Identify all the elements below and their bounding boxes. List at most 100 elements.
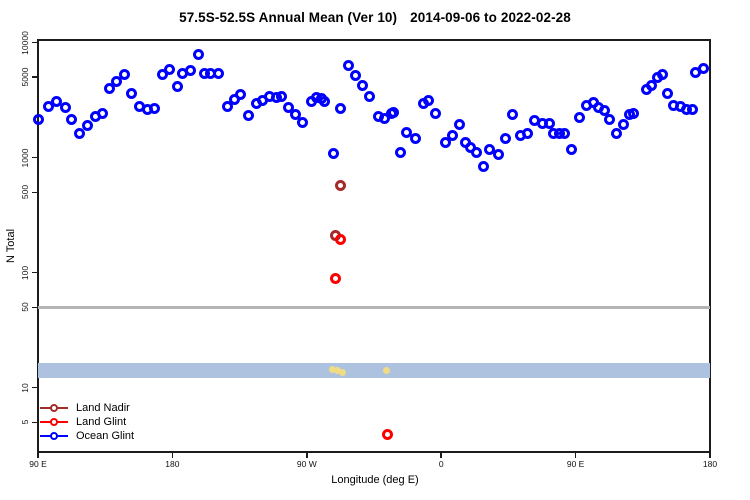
x-tick: [306, 452, 308, 458]
ocean-glint-marker: [81, 120, 93, 132]
ocean-glint-marker-icon: [40, 429, 68, 443]
reference-line-50: [38, 305, 710, 309]
y-tick-label: 5: [20, 419, 30, 425]
ocean-glint-marker: [51, 96, 63, 108]
chart-title-region: 57.5S-52.5S Annual Mean (Ver 10): [179, 10, 398, 25]
x-tick: [440, 452, 442, 458]
legend-label-land-nadir: Land Nadir: [76, 402, 130, 414]
ocean-glint-marker: [342, 60, 354, 72]
ocean-glint-marker: [401, 126, 413, 138]
y-tick-label: 1000: [20, 148, 30, 168]
ocean-glint-marker: [492, 148, 504, 160]
x-tick-label: 90 W: [296, 459, 317, 469]
ocean-glint-marker: [543, 118, 555, 130]
ocean-glint-marker: [453, 119, 465, 131]
y-tick-label: 10: [20, 382, 30, 393]
chart-title-dates: 2014-09-06 to 2022-02-28: [410, 10, 571, 25]
legend: Land Nadir Land Glint Ocean Glint: [40, 401, 134, 443]
y-tick: [32, 421, 38, 424]
ocean-glint-marker: [319, 96, 331, 108]
ocean-glint-marker: [471, 147, 483, 159]
ocean-glint-marker: [574, 111, 586, 123]
ocean-glint-marker: [440, 136, 452, 148]
x-tick-label: 0: [438, 459, 444, 469]
land-nadir-circle-icon: [49, 403, 58, 412]
expected-yellow-marker: [329, 365, 337, 373]
ocean-glint-marker: [500, 133, 512, 145]
expected-yellow-marker: [383, 367, 391, 375]
ocean-glint-marker: [242, 110, 254, 122]
ocean-glint-marker: [521, 128, 533, 140]
ocean-glint-marker: [657, 69, 669, 81]
ocean-glint-marker: [228, 94, 240, 106]
x-tick: [171, 452, 174, 458]
ocean-glint-marker: [478, 161, 490, 173]
ocean-glint-marker: [364, 91, 376, 103]
ocean-glint-marker: [297, 116, 309, 128]
ocean-glint-marker: [430, 108, 442, 120]
ocean-glint-marker: [221, 101, 233, 113]
ocean-glint-marker: [618, 119, 630, 131]
y-tick-label: 10000: [20, 30, 30, 55]
ocean-glint-marker: [276, 91, 288, 103]
ocean-glint-marker: [687, 103, 699, 115]
y-tick: [32, 271, 38, 274]
ocean-glint-marker: [111, 76, 123, 88]
ocean-glint-marker: [42, 101, 54, 113]
ocean-glint-marker: [507, 109, 519, 121]
y-tick-label: 100: [20, 265, 30, 280]
ocean-glint-marker: [163, 64, 175, 76]
ocean-glint-marker: [282, 102, 294, 114]
legend-label-land-glint: Land Glint: [76, 416, 127, 428]
ocean-glint-marker: [566, 144, 578, 156]
ocean-glint-marker: [59, 102, 71, 114]
x-tick: [37, 452, 39, 458]
y-tick: [32, 386, 38, 389]
ocean-glint-marker: [387, 106, 399, 118]
ocean-glint-marker: [157, 69, 169, 81]
land-nadir-marker-icon: [40, 401, 68, 415]
land-glint-marker-icon: [40, 415, 68, 429]
ocean-glint-marker: [212, 68, 224, 80]
ocean-glint-marker: [558, 128, 570, 140]
x-tick-label: 90 E: [566, 459, 585, 469]
legend-item-land-nadir: Land Nadir: [40, 401, 134, 415]
plot-area: [32, 39, 711, 453]
x-axis-title: Longitude (deg E): [331, 474, 419, 486]
x-tick: [709, 452, 711, 458]
ocean-glint-marker: [97, 107, 109, 119]
land-glint-circle-icon: [49, 417, 58, 426]
ocean-glint-marker: [378, 113, 390, 125]
expected-yellow-marker: [334, 367, 342, 375]
ocean-glint-marker: [447, 130, 459, 142]
ocean-glint-marker: [235, 89, 247, 101]
ocean-glint-marker: [148, 102, 160, 114]
reference-band: [38, 363, 710, 379]
y-tick-label: 5000: [20, 67, 30, 87]
y-tick-label: 500: [20, 185, 30, 200]
x-tick-label: 180: [165, 459, 180, 469]
land-glint-marker: [335, 233, 347, 245]
ocean-glint-marker: [172, 81, 184, 93]
ocean-glint-marker: [410, 133, 422, 145]
ocean-glint-marker: [192, 49, 204, 61]
y-tick: [32, 156, 38, 159]
y-tick-label: 50: [20, 302, 30, 313]
ocean-glint-marker: [628, 108, 640, 120]
ocean-glint-marker: [661, 88, 673, 100]
ocean-glint-marker: [698, 63, 710, 75]
ocean-glint-marker: [335, 102, 347, 114]
ocean-glint-marker: [327, 147, 339, 159]
y-tick: [32, 76, 38, 79]
legend-item-land-glint: Land Glint: [40, 415, 134, 429]
land-glint-marker: [381, 429, 393, 441]
legend-item-ocean-glint: Ocean Glint: [40, 429, 134, 443]
chart-title: 57.5S-52.5S Annual Mean (Ver 10) 2014-09-…: [0, 10, 750, 25]
x-tick-label: 90 E: [29, 459, 47, 469]
expected-yellow-marker: [338, 368, 346, 376]
y-tick: [32, 191, 38, 194]
land-nadir-marker: [335, 180, 347, 192]
ocean-glint-marker: [184, 65, 196, 77]
ocean-glint-marker: [290, 109, 302, 121]
